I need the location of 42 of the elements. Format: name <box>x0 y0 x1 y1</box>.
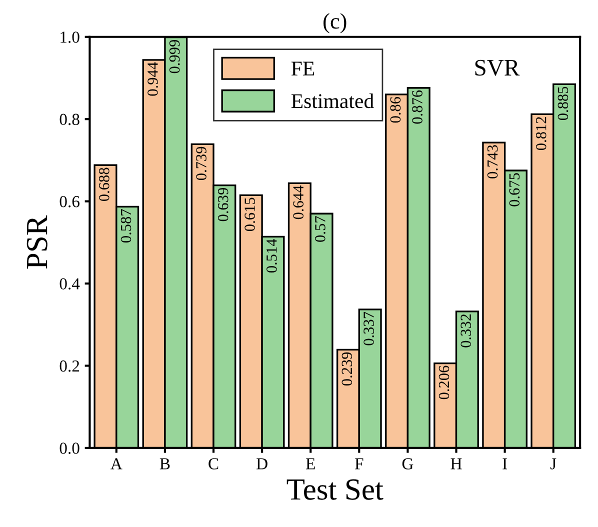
annotation: SVR <box>475 60 520 76</box>
x-tick-label: H <box>450 458 462 470</box>
x-tick-label: J <box>550 458 556 470</box>
y-tick-label: 0.2 <box>60 360 80 372</box>
legend-label: FE <box>291 62 314 76</box>
y-tick-label: 0.0 <box>60 442 80 454</box>
data-label: 0.86 <box>390 96 401 123</box>
x-tick-label: D <box>256 458 268 470</box>
data-label: 0.739 <box>196 146 206 180</box>
chart-title: (c) <box>324 13 346 34</box>
y-tick-label: 1.0 <box>60 32 80 43</box>
x-tick-label: C <box>208 458 218 470</box>
data-label: 0.688 <box>98 168 110 201</box>
data-label: 0.337 <box>364 312 374 346</box>
x-tick-label: I <box>502 458 507 470</box>
data-label: 0.812 <box>536 117 546 150</box>
data-label: 0.743 <box>487 145 498 178</box>
x-tick-label: B <box>160 458 170 470</box>
data-label: 0.239 <box>342 352 352 386</box>
data-label: 0.999 <box>169 40 180 74</box>
data-label: 0.885 <box>558 86 568 120</box>
data-label: 0.332 <box>460 314 472 348</box>
data-label: 0.876 <box>412 90 423 124</box>
data-label: 0.639 <box>218 188 228 222</box>
data-label: 0.944 <box>148 62 158 96</box>
x-tick-label: G <box>402 458 414 470</box>
data-label: 0.675 <box>509 173 520 206</box>
x-tick-label: F <box>355 458 364 470</box>
y-axis-title: PSR <box>26 215 48 269</box>
data-label: 0.644 <box>293 186 304 220</box>
x-tick-label: E <box>306 458 315 470</box>
data-label: 0.514 <box>266 238 277 273</box>
data-label: 0.57 <box>315 216 326 242</box>
x-axis-title: Test Set <box>286 479 384 500</box>
data-label: 0.587 <box>120 209 132 243</box>
x-tick-label: A <box>110 458 122 470</box>
y-tick-label: 0.8 <box>60 114 80 126</box>
y-tick-label: 0.6 <box>60 196 80 208</box>
legend-label: Estimated <box>291 94 374 108</box>
data-label: 0.206 <box>438 366 450 400</box>
data-label: 0.615 <box>244 198 256 231</box>
y-tick-label: 0.4 <box>60 278 80 290</box>
